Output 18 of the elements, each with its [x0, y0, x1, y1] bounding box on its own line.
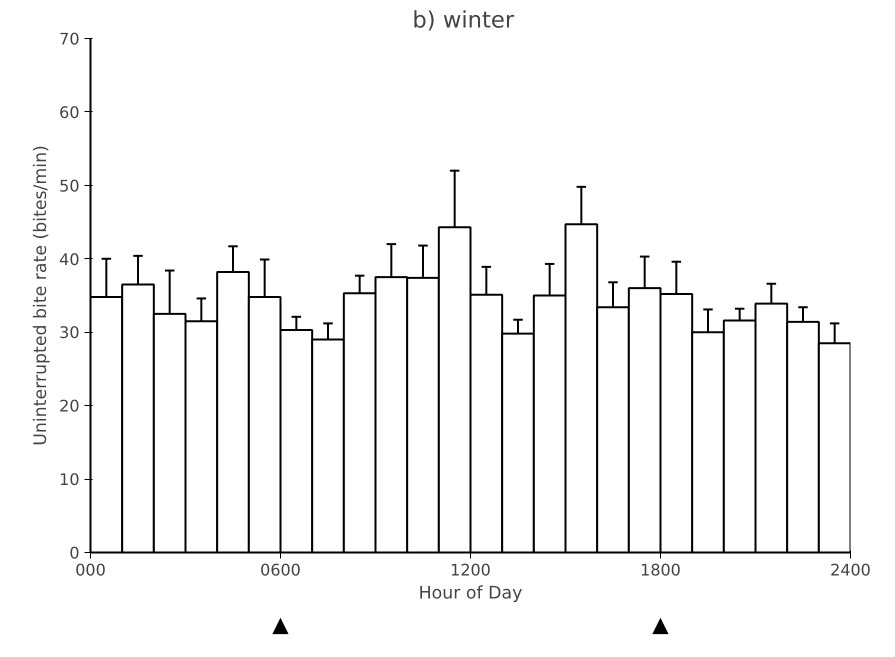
x-tick-label: 000	[75, 560, 106, 580]
text: ▲	[652, 612, 670, 638]
x-tick-label: 2400	[830, 560, 871, 580]
x-axis-title: Hour of Day	[418, 584, 522, 604]
x-tick-label: 1200	[450, 560, 491, 580]
y-tick-label: 30	[59, 323, 80, 342]
chart-title: b) winter	[412, 8, 515, 34]
y-tick-label: 40	[59, 250, 80, 269]
text: ▲	[272, 612, 290, 638]
y-tick-label: 20	[59, 396, 80, 416]
y-tick-label: 50	[59, 176, 80, 196]
x-tick-label: 0600	[260, 560, 301, 580]
y-tick-label: 70	[59, 30, 80, 48]
y-tick-label: 60	[59, 102, 80, 122]
y-tick-label: 10	[59, 470, 80, 490]
x-tick-label: 1800	[640, 560, 681, 580]
y-tick-label: 0	[69, 544, 80, 562]
y-axis-title: Uninterrupted bite rate (bites/min)	[31, 145, 52, 446]
